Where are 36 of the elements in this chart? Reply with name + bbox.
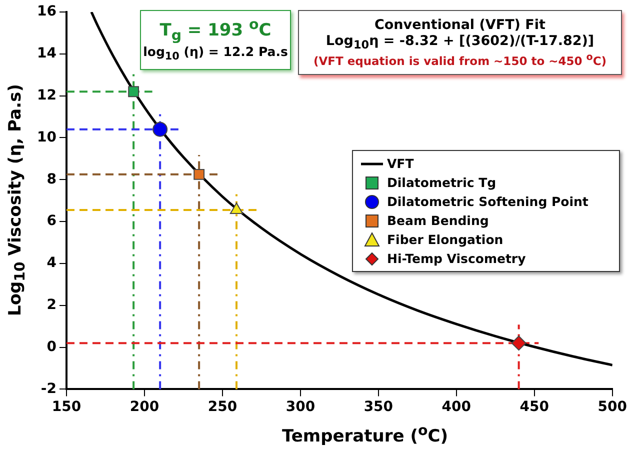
y-tick-label: -2 xyxy=(40,380,56,397)
x-tick-label: 150 xyxy=(52,399,82,416)
annotation: log$_{10}$ (η) = 12.2 Pa.s xyxy=(143,44,288,63)
x-tick-label: 300 xyxy=(286,399,316,416)
legend-label: Hi-Temp Viscometry xyxy=(387,251,526,266)
point xyxy=(152,122,168,137)
x-tick-label: 200 xyxy=(130,399,160,416)
legend-label: Fiber Elongation xyxy=(387,232,504,247)
x-tick-label: 450 xyxy=(520,399,550,416)
y-tick-label: 8 xyxy=(46,171,56,188)
x-axis-title: Temperature ($^{o}$C) xyxy=(281,423,449,447)
y-tick-label: 14 xyxy=(37,46,57,62)
y-tick-label: 16 xyxy=(37,4,56,20)
y-tick-label: 2 xyxy=(46,297,56,314)
annotation: (VFT equation is valid from ~150 to ~450 $^{o}$C) xyxy=(312,52,608,68)
y-tick-label: 4 xyxy=(46,255,57,272)
point xyxy=(128,86,139,98)
y-tick-label: 12 xyxy=(37,87,56,104)
point xyxy=(230,202,244,214)
x-tick-label: 250 xyxy=(208,399,238,416)
x-tick-label: 500 xyxy=(598,399,628,416)
line-series xyxy=(90,12,612,366)
legend-label: VFT xyxy=(387,156,414,171)
annotation: Log$_{10}$η = -8.32 + [(3602)/(T-17.82)] xyxy=(324,33,596,52)
legend-label: Beam Bending xyxy=(387,213,489,228)
x-tick-label: 350 xyxy=(364,399,394,416)
point xyxy=(194,168,205,180)
annotation: Conventional (VFT) Fit xyxy=(374,17,546,33)
y-tick-label: 10 xyxy=(37,129,57,146)
legend-label: Dilatometric Softening Point xyxy=(387,194,588,209)
point xyxy=(511,336,526,351)
annotation: T$_{g}$ = 193 $^{o}$C xyxy=(158,17,272,44)
legend-label: Dilatometric Tg xyxy=(387,175,496,190)
y-tick-label: 0 xyxy=(46,338,57,355)
x-tick-label: 400 xyxy=(442,399,472,416)
y-tick-label: 6 xyxy=(46,213,56,230)
